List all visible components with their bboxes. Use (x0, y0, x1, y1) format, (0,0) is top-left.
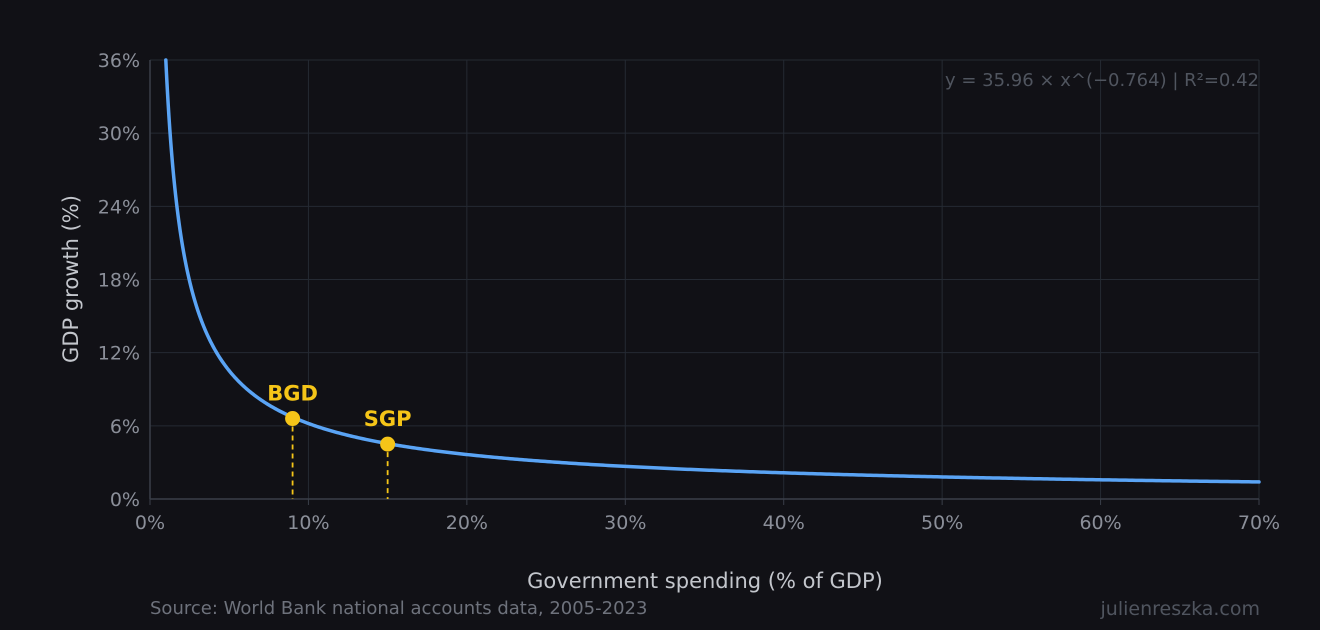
equation-annotation: y = 35.96 × x^(−0.764) | R²=0.42 (945, 70, 1259, 91)
x-tick-label: 40% (763, 512, 805, 534)
x-tick-label: 20% (446, 512, 488, 534)
point-label-bgd: BGD (267, 382, 318, 406)
y-tick-label: 18% (98, 270, 140, 292)
y-axis-title: GDP growth (%) (59, 195, 83, 363)
highlighted-points: BGD SGP (267, 382, 412, 499)
y-tick-label: 24% (98, 196, 140, 218)
y-tick-label: 36% (98, 50, 140, 72)
x-tick-label: 70% (1238, 512, 1280, 534)
y-tick-label: 12% (98, 343, 140, 365)
x-axis-title: Government spending (% of GDP) (527, 569, 883, 593)
fitted-power-curve (164, 58, 1261, 484)
source-note: Source: World Bank national accounts dat… (150, 598, 648, 619)
credit-link[interactable]: julienreszka.com (1100, 598, 1261, 620)
x-tick-label: 10% (287, 512, 329, 534)
y-tick-label: 6% (110, 416, 140, 438)
grid (150, 59, 1260, 499)
x-tick-label: 0% (135, 512, 165, 534)
x-tick-label: 30% (604, 512, 646, 534)
x-tick-label: 50% (921, 512, 963, 534)
point-label-sgp: SGP (364, 407, 412, 431)
point-marker-sgp (380, 436, 396, 452)
y-tick-label: 0% (110, 489, 140, 511)
y-tick-label: 30% (98, 123, 140, 145)
x-tick-label: 60% (1079, 512, 1121, 534)
axes: 0% 6% 12% 18% 24% 30% 36% 0% 10% 20% 30% 40% 50% 60% 7… (98, 50, 1280, 534)
point-marker-bgd (285, 411, 301, 427)
curve-layer (164, 58, 1261, 484)
